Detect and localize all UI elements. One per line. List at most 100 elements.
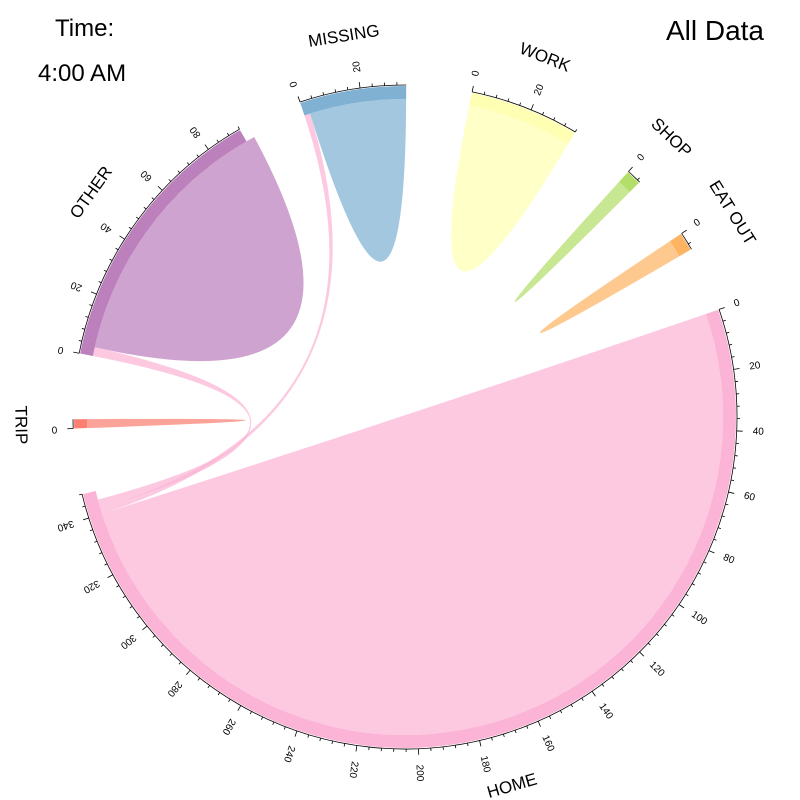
tick-home [728,491,735,494]
tick-label-home: 60 [743,490,757,503]
tick-label-other: 0 [57,344,65,356]
tick-home [726,331,730,334]
tick-home [537,720,541,727]
tick-home [671,614,675,617]
tick-home [237,705,242,711]
tick-home [207,685,210,689]
tick-home [503,733,505,738]
tick-other [135,216,139,220]
tick-label-home: 160 [539,734,556,754]
tick-home [82,517,89,521]
group-arc-other [80,130,247,356]
tick-work [553,117,556,121]
chord-missing-missing [310,99,407,262]
tick-label-home: 240 [281,744,297,764]
tick-home [142,625,148,631]
tick-shop [628,166,633,172]
tick-label-other: 80 [188,124,204,140]
chord-other-other [94,137,304,362]
tick-home [664,624,667,627]
tick-home [99,552,103,555]
group-label-eat-out: EAT OUT [705,177,759,248]
tick-home [691,583,695,586]
tick-other [85,316,89,318]
tick-label-other: 20 [69,279,84,293]
tick-home [730,479,734,481]
chord-home-other [92,347,252,509]
tick-other [103,269,107,272]
tick-axis-work [472,91,576,133]
tick-home [703,561,707,564]
tick-missing [322,92,325,96]
tick-home [601,683,605,687]
tick-home [82,505,86,508]
tick-home [678,604,685,609]
time-label: Time: [55,15,115,42]
chord-eat-out-eat-out [539,241,680,334]
tick-label-home: 180 [478,755,493,774]
tick-home [685,593,689,597]
tick-other [143,206,147,210]
tick-axis-other [78,128,240,354]
tick-home [697,572,702,575]
group-arc-eat-out [669,233,691,257]
tick-other [216,139,219,143]
tick-other [204,144,209,150]
tick-work [530,104,534,111]
tick-home [94,540,98,543]
chord-work-work [451,105,569,272]
tick-home [261,716,264,720]
tick-missing [358,82,361,89]
tick-other [90,291,97,295]
chord-home-home [102,313,724,736]
tick-home [621,668,624,672]
tick-home [331,740,333,745]
tick-other [226,132,230,136]
tick-work [564,123,567,127]
tick-home [581,697,584,701]
tick-work [483,91,486,95]
tick-label-home: 120 [647,659,667,679]
chord-shop-shop [514,181,630,303]
tick-home [197,677,201,681]
tick-other [196,154,199,158]
tick-home [560,710,563,714]
tick-home [89,529,93,532]
tick-label-home: 200 [413,764,425,782]
tick-home [307,734,310,738]
tick-home [136,616,140,619]
tick-home [79,493,83,496]
tick-other [151,197,155,200]
tick-axis-eat-out [681,233,692,250]
tick-home [722,319,726,322]
tick-home [639,651,645,657]
tick-label-home: 80 [721,552,736,567]
tick-label-home: 320 [81,577,101,595]
tick-work [519,102,522,106]
tick-home [169,653,173,656]
tick-home [283,726,286,730]
tick-label-other: 60 [139,167,155,183]
tick-home [713,538,717,541]
tick-label-home: 100 [689,609,709,628]
tick-other [73,351,80,354]
tick-home [731,356,735,358]
group-arc-work [469,92,575,145]
tick-work [471,85,474,92]
tick-home [725,503,729,506]
tick-home [249,711,252,715]
tick-home [656,633,659,637]
tick-label-home: 140 [596,701,615,721]
tick-label-home: 300 [118,632,138,651]
group-label-shop: SHOP [647,114,695,161]
tick-axis-home [81,309,738,750]
tick-label-home: 260 [219,717,237,737]
tick-home [591,691,596,697]
group-label-home: HOME [485,770,539,800]
tick-home [479,740,482,747]
tick-other [81,328,85,330]
tick-home [228,699,231,702]
tick-home [178,661,182,665]
tick-home [708,550,715,554]
tick-label-missing: 0 [288,79,300,88]
